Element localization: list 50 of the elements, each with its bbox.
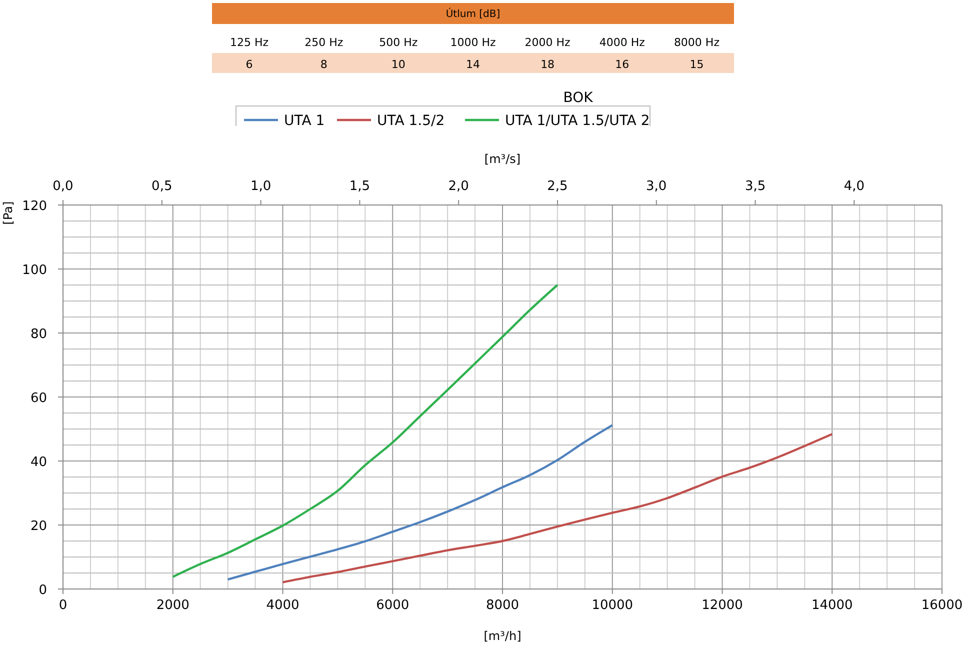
category-label: 500 Hz bbox=[379, 36, 418, 49]
data-label: 6 bbox=[246, 58, 253, 71]
legend-label: UTA 1.5/2 bbox=[377, 113, 445, 129]
legend-title: BOK bbox=[563, 90, 594, 106]
legend-label: UTA 1 bbox=[284, 113, 325, 129]
y-tick-label: 60 bbox=[30, 391, 47, 406]
y-tick-label: 100 bbox=[22, 263, 47, 278]
x-axis-title: [m³/h] bbox=[484, 629, 522, 643]
category-label: 1000 Hz bbox=[450, 36, 496, 49]
x-tick-label: 16000 bbox=[921, 598, 963, 613]
y-tick-label: 40 bbox=[30, 455, 47, 470]
x-tick-label: 2000 bbox=[156, 598, 190, 613]
category-label: 2000 Hz bbox=[524, 36, 571, 49]
data-label: 16 bbox=[615, 58, 630, 71]
x2-tick-label: 1,0 bbox=[250, 179, 272, 194]
data-label: 14 bbox=[466, 58, 480, 71]
x2-tick-label: 2,0 bbox=[448, 179, 469, 194]
line-series bbox=[172, 284, 559, 578]
y-tick-label: 20 bbox=[30, 519, 47, 534]
x2-tick-label: 2,5 bbox=[547, 179, 568, 194]
x-tick-label: 14000 bbox=[811, 598, 853, 613]
x-tick-label: 10000 bbox=[592, 598, 634, 613]
line-series bbox=[282, 433, 834, 584]
data-label: 8 bbox=[320, 58, 328, 71]
text: Útlum [dB] bbox=[446, 7, 500, 20]
data-label: 18 bbox=[540, 58, 555, 71]
category-label: 4000 Hz bbox=[599, 36, 646, 49]
x2-axis-title: [m³/s] bbox=[484, 152, 521, 166]
y-tick-label: 120 bbox=[22, 199, 47, 214]
x2-tick-label: 3,5 bbox=[744, 179, 766, 194]
y-tick-label: 0 bbox=[38, 583, 47, 598]
x-tick-label: 4000 bbox=[266, 598, 300, 613]
x-tick-label: 0 bbox=[58, 598, 68, 613]
x-tick-label: 8000 bbox=[486, 598, 520, 613]
y-axis-title: [Pa] bbox=[1, 201, 15, 225]
category-label: 250 Hz bbox=[304, 36, 344, 49]
line-series bbox=[226, 424, 614, 580]
x2-tick-label: 0,5 bbox=[152, 179, 172, 194]
data-label: 15 bbox=[690, 58, 704, 71]
category-label: 125 Hz bbox=[230, 36, 269, 49]
x2-tick-label: 1,5 bbox=[349, 179, 370, 194]
x2-tick-label: 3,0 bbox=[646, 179, 667, 194]
legend-label: UTA 1/UTA 1.5/UTA 2 bbox=[505, 113, 650, 129]
x2-tick-label: 4,0 bbox=[844, 179, 865, 194]
category-label: 8000 Hz bbox=[674, 36, 720, 49]
x-tick-label: 6000 bbox=[376, 598, 410, 613]
x2-tick-label: 0,0 bbox=[52, 179, 74, 194]
data-label: 10 bbox=[391, 58, 406, 71]
x-tick-label: 12000 bbox=[702, 598, 743, 613]
y-tick-label: 80 bbox=[30, 327, 47, 342]
